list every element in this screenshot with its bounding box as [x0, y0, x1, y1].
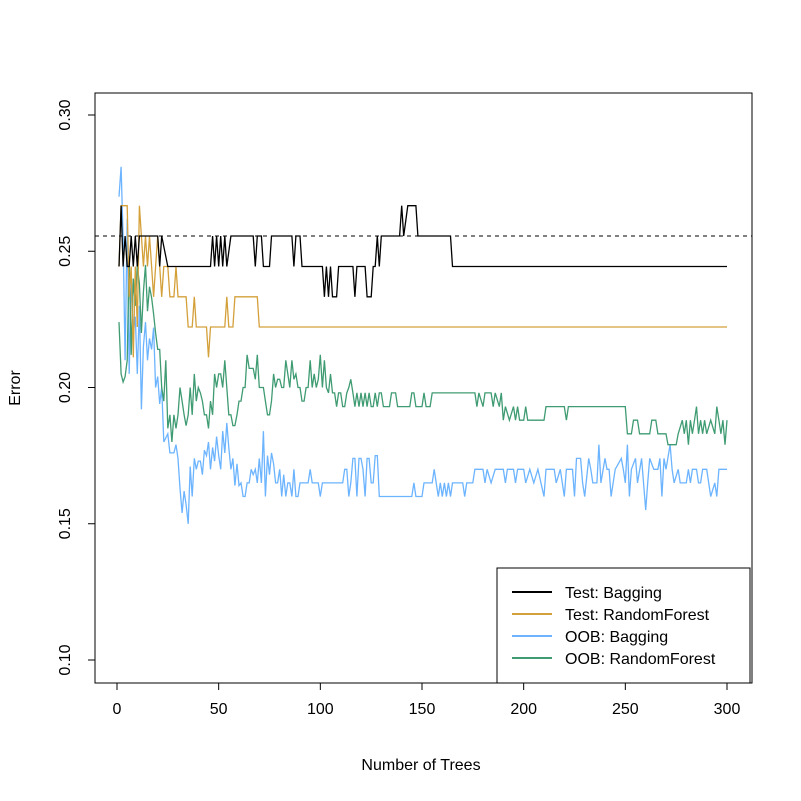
series-line-test-bagging	[118, 205, 727, 298]
y-tick-label: 0.30	[57, 99, 74, 130]
x-tick-label: 200	[510, 701, 537, 718]
x-tick-label: 0	[113, 701, 122, 718]
x-tick-label: 100	[307, 701, 334, 718]
legend-label: OOB: Bagging	[565, 629, 668, 646]
x-axis-label: Number of Trees	[361, 757, 480, 774]
y-tick-label: 0.10	[57, 644, 74, 675]
series-line-test-randomforest	[118, 205, 727, 358]
y-tick-label: 0.20	[57, 372, 74, 403]
legend: Test: Bagging Test: RandomForest OOB: Bagg…	[496, 567, 751, 684]
x-axis: 0 50 100 150 200 250 300	[113, 682, 741, 718]
series-line-oob-bagging	[118, 166, 727, 524]
legend-label: OOB: RandomForest	[565, 651, 716, 668]
legend-label: Test: RandomForest	[565, 607, 710, 624]
y-tick-label: 0.25	[57, 236, 74, 267]
y-tick-label: 0.15	[57, 508, 74, 539]
x-tick-label: 50	[210, 701, 228, 718]
x-tick-label: 150	[409, 701, 436, 718]
y-axis: 0.10 0.15 0.20 0.25 0.30	[57, 99, 96, 676]
x-tick-label: 300	[714, 701, 741, 718]
legend-box	[496, 567, 751, 684]
x-tick-label: 250	[612, 701, 639, 718]
series-line-oob-randomforest	[118, 256, 728, 446]
legend-label: Test: Bagging	[565, 585, 662, 602]
series-group	[118, 166, 728, 524]
y-axis-label: Error	[7, 370, 24, 406]
